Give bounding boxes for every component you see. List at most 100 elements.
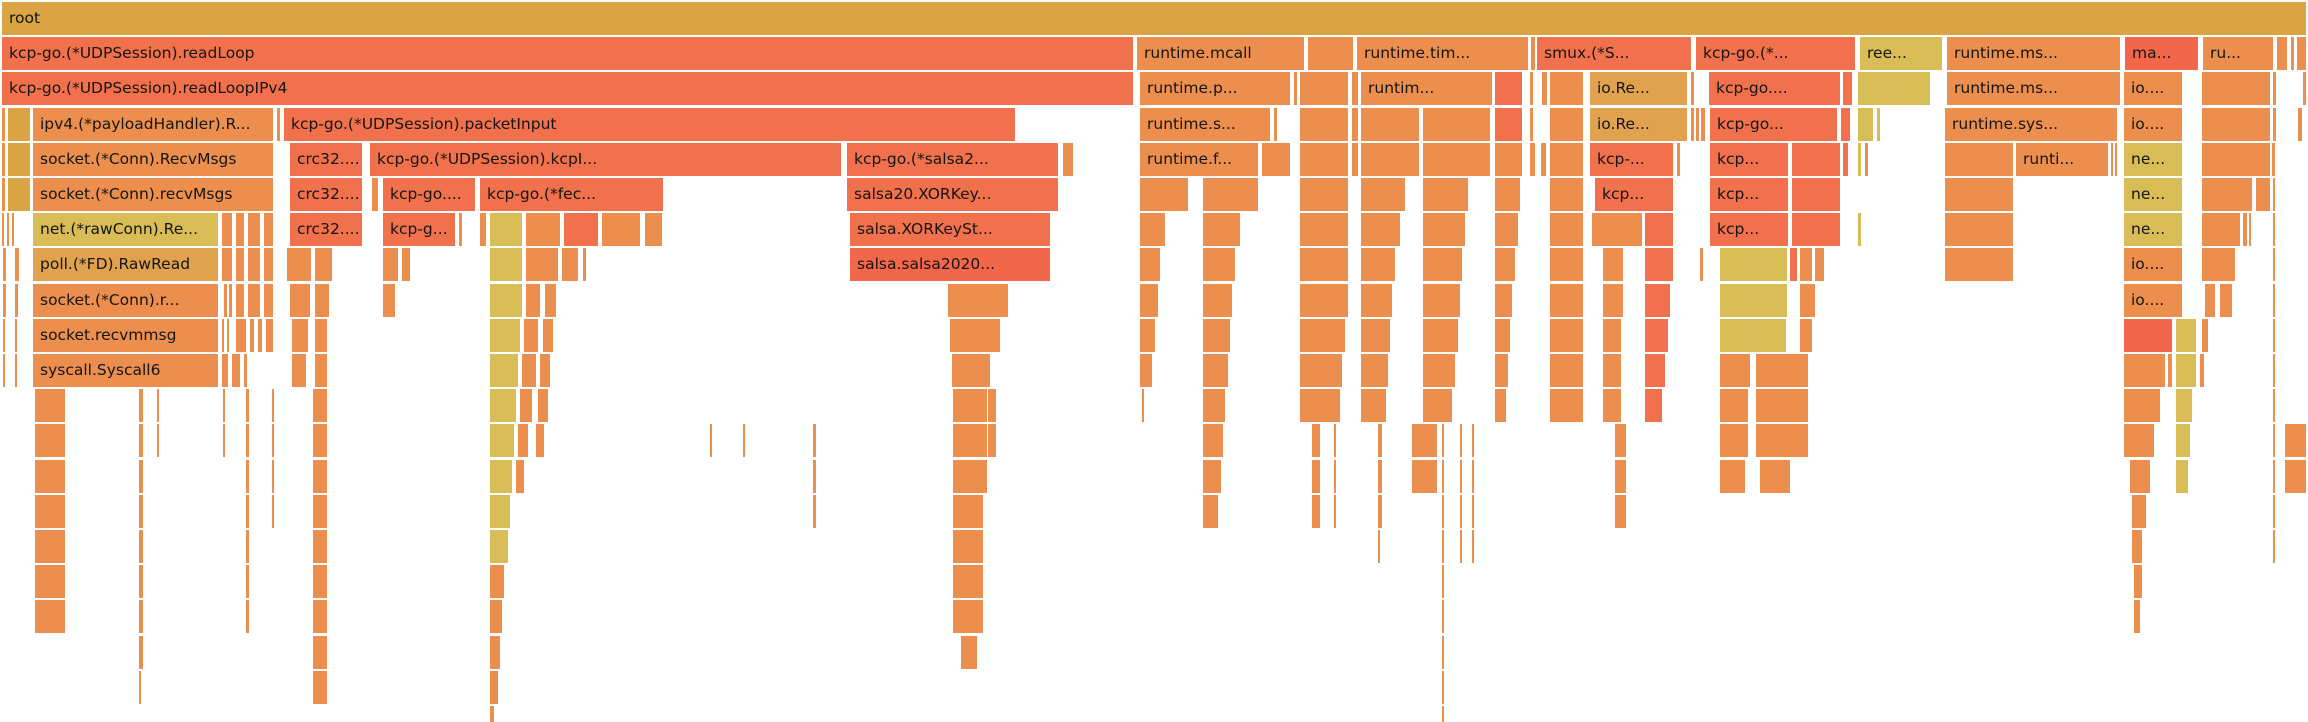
frame-kcp-go-udpsession-packetinput[interactable]: kcp-go.(*UDPSession).packetInput: [284, 107, 1015, 141]
flame-frame[interactable]: [1423, 389, 1452, 423]
flame-frame[interactable]: [313, 459, 327, 493]
flame-frame[interactable]: [1312, 494, 1320, 528]
flame-frame[interactable]: [1701, 107, 1705, 141]
flame-frame[interactable]: [490, 459, 512, 493]
flame-frame[interactable]: [8, 107, 30, 141]
flame-frame[interactable]: [1720, 389, 1748, 423]
flame-frame[interactable]: [1645, 283, 1670, 317]
flame-frame[interactable]: [1615, 424, 1626, 458]
flame-frame[interactable]: [1530, 107, 1533, 141]
flame-frame[interactable]: [1550, 107, 1583, 141]
flame-frame[interactable]: [1800, 248, 1812, 282]
flame-frame[interactable]: [2273, 283, 2275, 317]
flame-frame[interactable]: [1720, 424, 1748, 458]
flame-frame[interactable]: [2205, 283, 2215, 317]
flame-frame[interactable]: [2, 107, 5, 141]
flame-frame[interactable]: [540, 354, 550, 387]
flame-frame[interactable]: [1542, 72, 1547, 106]
flame-frame[interactable]: [1361, 283, 1392, 317]
flame-frame[interactable]: [246, 424, 249, 458]
flame-frame[interactable]: [1645, 354, 1665, 387]
flame-frame[interactable]: [1300, 142, 1348, 176]
flame-frame[interactable]: [246, 530, 249, 563]
flame-frame[interactable]: [1203, 248, 1235, 282]
flame-frame[interactable]: [2273, 248, 2275, 282]
flame-frame[interactable]: [1442, 424, 1444, 458]
flame-frame[interactable]: [236, 318, 246, 352]
flame-frame[interactable]: [2273, 389, 2275, 423]
flame-frame[interactable]: [227, 318, 229, 352]
frame-socket-conn-recvmsgs[interactable]: socket.(*Conn).RecvMsgs: [33, 142, 273, 176]
frame-kcp-go-udpsession-readloopipv4[interactable]: kcp-go.(*UDPSession).readLoopIPv4: [2, 72, 1133, 106]
flame-frame[interactable]: [1720, 283, 1787, 317]
flame-frame[interactable]: [952, 354, 990, 387]
flame-frame[interactable]: [315, 283, 329, 317]
flame-frame[interactable]: [313, 635, 327, 669]
flame-frame[interactable]: [1691, 72, 1694, 106]
frame-kcp-go-fec[interactable]: kcp-go.(*fec...: [480, 178, 663, 211]
flame-frame[interactable]: [1691, 107, 1694, 141]
frame-ne[interactable]: ne...: [2124, 213, 2182, 247]
flame-frame[interactable]: [564, 213, 598, 247]
flame-frame[interactable]: [583, 248, 586, 282]
flame-frame[interactable]: [2273, 213, 2275, 247]
frame-kcp-go[interactable]: kcp-go....: [1709, 72, 1840, 106]
flame-frame[interactable]: [1423, 318, 1458, 352]
flame-frame[interactable]: [2273, 107, 2276, 141]
flame-frame[interactable]: [272, 424, 274, 458]
flame-frame[interactable]: [1423, 248, 1462, 282]
flame-frame[interactable]: [139, 494, 143, 528]
flame-frame[interactable]: [139, 565, 143, 599]
flame-frame[interactable]: [1140, 248, 1160, 282]
flame-frame[interactable]: [1300, 213, 1348, 247]
flame-frame[interactable]: [1294, 72, 1297, 106]
flame-frame[interactable]: [1442, 494, 1444, 528]
flame-frame[interactable]: [813, 424, 816, 458]
flame-frame[interactable]: [490, 706, 494, 722]
flame-frame[interactable]: [490, 424, 514, 458]
flame-frame[interactable]: [1720, 248, 1787, 282]
frame-runtime-ms[interactable]: runtime.ms...: [1947, 72, 2120, 106]
flame-frame[interactable]: [1720, 354, 1750, 387]
flame-frame[interactable]: [1361, 318, 1390, 352]
frame-poll-fd-rawread[interactable]: poll.(*FD).RawRead: [33, 248, 218, 282]
flame-frame[interactable]: [35, 530, 65, 563]
flame-frame[interactable]: [1603, 248, 1623, 282]
flame-frame[interactable]: [402, 248, 410, 282]
flame-frame[interactable]: [1472, 424, 1474, 458]
flame-frame[interactable]: [2124, 318, 2172, 352]
frame-kcp-go[interactable]: kcp-go.(*...: [1696, 37, 1855, 71]
flame-frame[interactable]: [1412, 459, 1437, 493]
flame-frame[interactable]: [1203, 318, 1230, 352]
flame-frame[interactable]: [2273, 530, 2275, 563]
flame-frame[interactable]: [526, 283, 540, 317]
frame-kcp-go[interactable]: kcp-go...: [1710, 107, 1837, 141]
flame-frame[interactable]: [1792, 178, 1840, 211]
flame-frame[interactable]: [2202, 178, 2252, 211]
flame-frame[interactable]: [313, 389, 327, 423]
flame-frame[interactable]: [2124, 389, 2160, 423]
flame-frame[interactable]: [223, 424, 225, 458]
flame-frame[interactable]: [15, 283, 18, 317]
flame-frame[interactable]: [383, 283, 395, 317]
flame-frame[interactable]: [1140, 178, 1188, 211]
flame-frame[interactable]: [290, 283, 310, 317]
flame-frame[interactable]: [1858, 213, 1861, 247]
flame-frame[interactable]: [8, 142, 30, 176]
flame-frame[interactable]: [490, 318, 520, 352]
flame-frame[interactable]: [1645, 318, 1668, 352]
flame-frame[interactable]: [2303, 72, 2306, 106]
flame-frame[interactable]: [1262, 142, 1290, 176]
flame-frame[interactable]: [1442, 459, 1444, 493]
flame-frame[interactable]: [1756, 424, 1808, 458]
flame-frame[interactable]: [2200, 354, 2204, 387]
flame-frame[interactable]: [1645, 389, 1662, 423]
flame-frame[interactable]: [313, 494, 327, 528]
flame-frame[interactable]: [1352, 107, 1358, 141]
flame-frame[interactable]: [490, 565, 504, 599]
flame-frame[interactable]: [1945, 213, 2013, 247]
flame-frame[interactable]: [1495, 178, 1520, 211]
flame-frame[interactable]: [224, 283, 227, 317]
flame-frame[interactable]: [2273, 494, 2275, 528]
flame-frame[interactable]: [139, 424, 143, 458]
